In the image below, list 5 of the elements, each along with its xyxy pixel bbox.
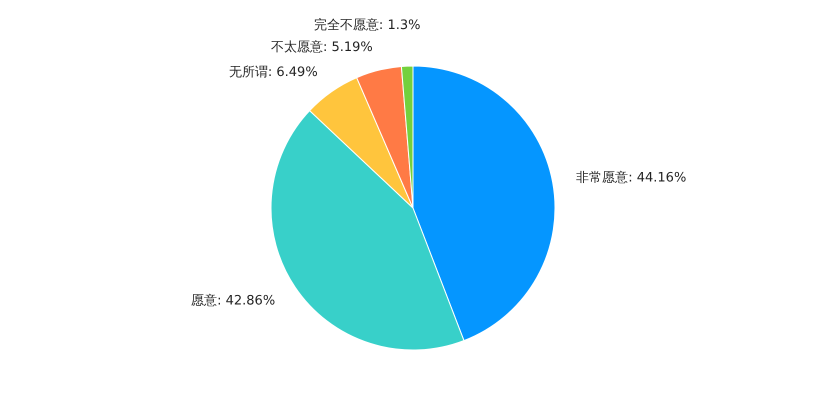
slice-label: 不太愿意: 5.19%	[270, 40, 373, 55]
slice-label: 完全不愿意: 1.3%	[314, 16, 420, 33]
slice-label: 愿意: 42.86%	[191, 294, 276, 309]
slice-label: 非常愿意: 44.16%	[576, 170, 686, 186]
slice-label: 无所谓: 6.49%	[228, 65, 318, 80]
